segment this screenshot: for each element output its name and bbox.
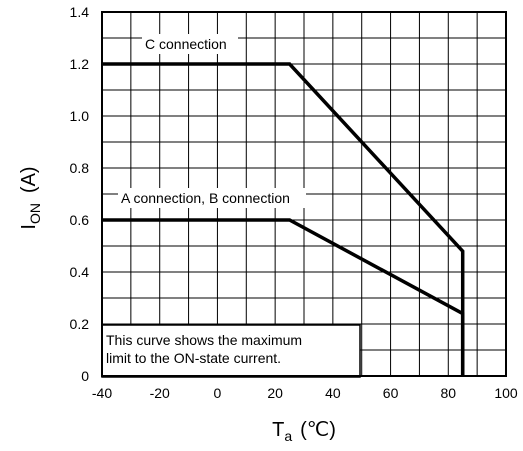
note-box	[101, 324, 361, 378]
y-tick-labels: 0 0.2 0.4 0.6 0.8 1.0 1.2 1.4	[70, 4, 90, 384]
note-line-1: This curve shows the maximum	[106, 332, 302, 348]
x-tick-label: 80	[440, 385, 456, 401]
y-tick-label: 0.4	[70, 264, 90, 280]
x-tick-label: 40	[325, 385, 341, 401]
x-tick-label: 100	[494, 385, 518, 401]
y-tick-label: 0.8	[70, 160, 90, 176]
plot-frame	[101, 11, 507, 377]
x-axis-label-sub: a	[284, 428, 292, 444]
y-tick-label: 1.0	[70, 108, 90, 124]
x-tick-label: -40	[92, 385, 112, 401]
x-axis-label: Ta (℃)	[272, 419, 336, 444]
series-group	[102, 62, 465, 376]
label-ab-bg	[118, 188, 306, 208]
y-tick-label: 1.2	[70, 56, 90, 72]
note-line-2: limit to the ON-state current.	[106, 350, 281, 366]
y-tick-label: 0.2	[70, 316, 90, 332]
y-tick-label: 1.4	[70, 4, 90, 20]
x-tick-label: 20	[267, 385, 283, 401]
label-c-bg	[142, 34, 238, 54]
y-axis-label-unit: (A)	[18, 166, 40, 193]
x-axis-label-main: T	[272, 419, 284, 441]
x-tick-label: -20	[150, 385, 170, 401]
x-tick-labels: -40 -20 0 20 40 60 80 100	[92, 385, 518, 401]
series-label-c-connection: C connection	[145, 36, 227, 52]
x-tick-label: 60	[383, 385, 399, 401]
series-line-1	[102, 218, 465, 376]
y-tick-label: 0	[81, 368, 89, 384]
x-axis-label-unit: (℃)	[300, 419, 336, 441]
series-label-ab-connection: A connection, B connection	[121, 190, 290, 206]
y-axis-label: ION (A)	[18, 166, 43, 229]
x-tick-label: 0	[214, 385, 222, 401]
y-axis-label-main: I	[18, 224, 40, 230]
y-axis-label-sub: ON	[27, 203, 43, 224]
y-tick-label: 0.6	[70, 212, 90, 228]
